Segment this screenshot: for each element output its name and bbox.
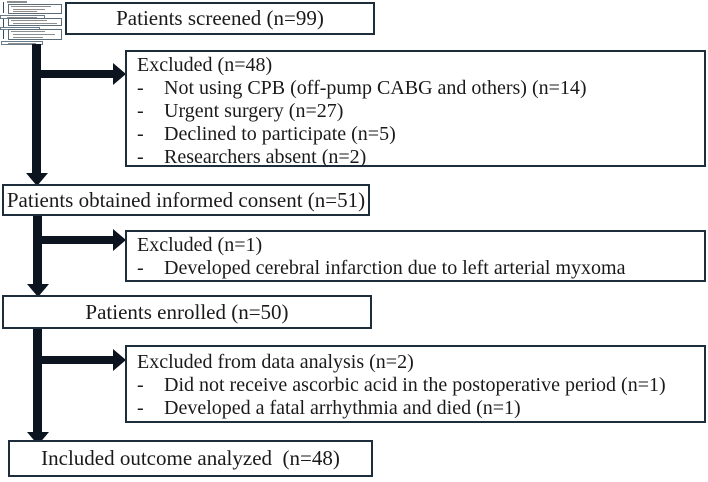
bullet-dash: - [137,257,144,279]
box-excluded-consent: Excluded (n=1) - Developed cerebral infa… [125,230,706,282]
list-item: - Developed cerebral infarction due to l… [137,257,696,280]
arrow-trunk-3 [33,329,42,432]
arrow-trunk-1 [32,44,41,173]
excluded-screening-item-1: Not using CPB (off-pump CABG and others)… [164,77,587,99]
arrowhead-down-1 [26,173,48,186]
excluded-analysis-title: Excluded from data analysis (n=2) [137,351,414,373]
bullet-dash: - [137,374,144,396]
arrowhead-right-2 [113,229,126,251]
figure-thumbnail-artifact [0,0,66,47]
arrow-branch-2 [42,236,113,244]
list-item: - Declined to participate (n=5) [137,123,696,146]
bullet-dash: - [137,397,144,419]
box-patients-screened: Patients screened (n=99) [65,2,375,35]
list-item: - Researchers absent (n=2) [137,146,696,169]
list-item: - Not using CPB (off-pump CABG and other… [137,77,696,100]
list-item: - Did not receive ascorbic acid in the p… [137,374,696,397]
bullet-dash: - [137,100,144,122]
outcome-analyzed-label: Included outcome analyzed (n=48) [41,446,340,470]
arrow-branch-3 [42,356,113,364]
box-patients-enrolled: Patients enrolled (n=50) [2,295,372,329]
patients-enrolled-label: Patients enrolled (n=50) [85,299,289,324]
excluded-screening-title: Excluded (n=48) [137,54,273,76]
excluded-screening-item-2: Urgent surgery (n=27) [164,100,344,122]
excluded-analysis-item-1: Did not receive ascorbic acid in the pos… [164,374,666,396]
box-excluded-screening: Excluded (n=48) - Not using CPB (off-pum… [125,50,706,169]
box-informed-consent: Patients obtained informed consent (n=51… [2,184,370,216]
arrowhead-down-2 [27,284,49,297]
bullet-dash: - [137,146,144,168]
arrowhead-right-3 [113,349,126,371]
arrowhead-right-1 [113,63,126,85]
arrow-branch-1 [41,70,113,78]
informed-consent-label: Patients obtained informed consent (n=51… [6,187,366,212]
list-item: - Urgent surgery (n=27) [137,100,696,123]
excluded-analysis-item-2: Developed a fatal arrhythmia and died (n… [164,397,521,419]
patients-screened-label: Patients screened (n=99) [116,6,324,30]
excluded-screening-item-4: Researchers absent (n=2) [164,146,367,168]
list-item: - Developed a fatal arrhythmia and died … [137,397,696,420]
excluded-consent-title: Excluded (n=1) [137,234,263,256]
bullet-dash: - [137,77,144,99]
arrow-trunk-2 [33,216,42,284]
excluded-consent-item-1: Developed cerebral infarction due to lef… [164,257,626,279]
box-excluded-analysis: Excluded from data analysis (n=2) - Did … [125,345,706,423]
bullet-dash: - [137,123,144,145]
box-outcome-analyzed: Included outcome analyzed (n=48) [8,440,373,477]
excluded-screening-item-3: Declined to participate (n=5) [164,123,396,145]
